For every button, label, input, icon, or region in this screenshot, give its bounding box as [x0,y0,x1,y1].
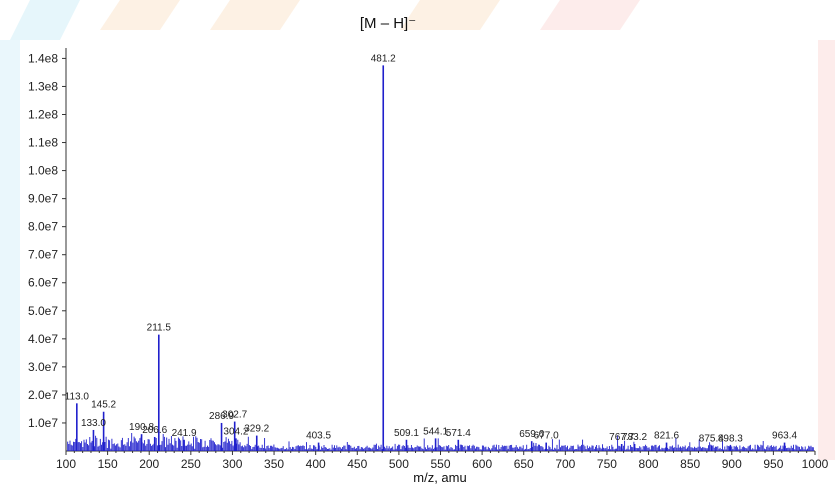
x-tick-label: 850 [680,457,700,471]
y-tick-label: 4.0e7 [28,332,58,346]
y-tick-label: 1.3e8 [28,79,58,93]
chart-title: [M – H]⁻ [360,15,416,32]
x-tick-label: 600 [472,457,492,471]
y-tick-label: 9.0e7 [28,192,58,206]
y-tick-label: 5.0e7 [28,304,58,318]
x-tick-label: 400 [306,457,326,471]
x-axis-label: m/z, amu [413,470,466,485]
axes: 100 150 200 250 300 350 400 450 500 550 600 650 700 7… [28,48,829,471]
x-tick-label: 200 [139,457,159,471]
x-tick-label: 800 [639,457,659,471]
peak-label: 875.4 [699,433,724,444]
y-tick-label: 1.2e8 [28,107,58,121]
peak-label: 509.1 [394,428,419,439]
y-tick-label: 1.1e8 [28,136,58,150]
x-tick-label: 650 [514,457,534,471]
peak-label: 329.2 [244,424,269,435]
peak-label: 190.8 [129,422,154,433]
peak-label: 145.2 [91,400,116,411]
peak-label: 821.6 [654,431,679,442]
peak-label: 659.6 [519,429,544,440]
y-tick-label: 2.0e7 [28,388,58,402]
y-tick-label: 1.0e8 [28,164,58,178]
x-tick-label: 750 [597,457,617,471]
x-tick-label: 100 [56,457,76,471]
x-tick-label: 700 [555,457,575,471]
peak-label: 544.1 [423,426,448,437]
peak-label: 571.4 [446,428,471,439]
x-tick-label: 950 [763,457,783,471]
peak-label: 113.0 [65,391,90,402]
peak-label: 767.7 [609,432,634,443]
peak-label: 302.7 [222,410,247,421]
peak-label: 304.2 [223,426,248,437]
y-tick-label: 1.0e7 [28,416,58,430]
x-tick-label: 500 [389,457,409,471]
peak-label: 241.9 [172,428,197,439]
peak-label: 783.2 [622,432,647,443]
y-tick-label: 1.4e8 [28,51,58,65]
peak-label: 211.5 [147,323,172,334]
x-tick-label: 150 [98,457,118,471]
x-tick-label: 450 [347,457,367,471]
y-tick-label: 3.0e7 [28,360,58,374]
peak-label: 403.5 [306,431,331,442]
x-tick-label: 300 [222,457,242,471]
spectrum-peaks [76,65,786,451]
x-tick-label: 550 [430,457,450,471]
y-tick-label: 6.0e7 [28,276,58,290]
peak-label: 677.0 [534,431,559,442]
x-tick-label: 350 [264,457,284,471]
y-tick-label: 8.0e7 [28,220,58,234]
peak-label: 133.0 [81,418,106,429]
y-tick-label: 7.0e7 [28,248,58,262]
x-tick-label: 250 [181,457,201,471]
peak-label: 481.2 [371,53,396,64]
peak-label: 898.3 [718,433,743,444]
peak-label: 963.4 [772,431,797,442]
x-tick-label: 1000 [802,457,829,471]
peak-label: 286.9 [209,411,234,422]
peak-label: 206.6 [142,425,167,436]
x-tick-label: 900 [722,457,742,471]
